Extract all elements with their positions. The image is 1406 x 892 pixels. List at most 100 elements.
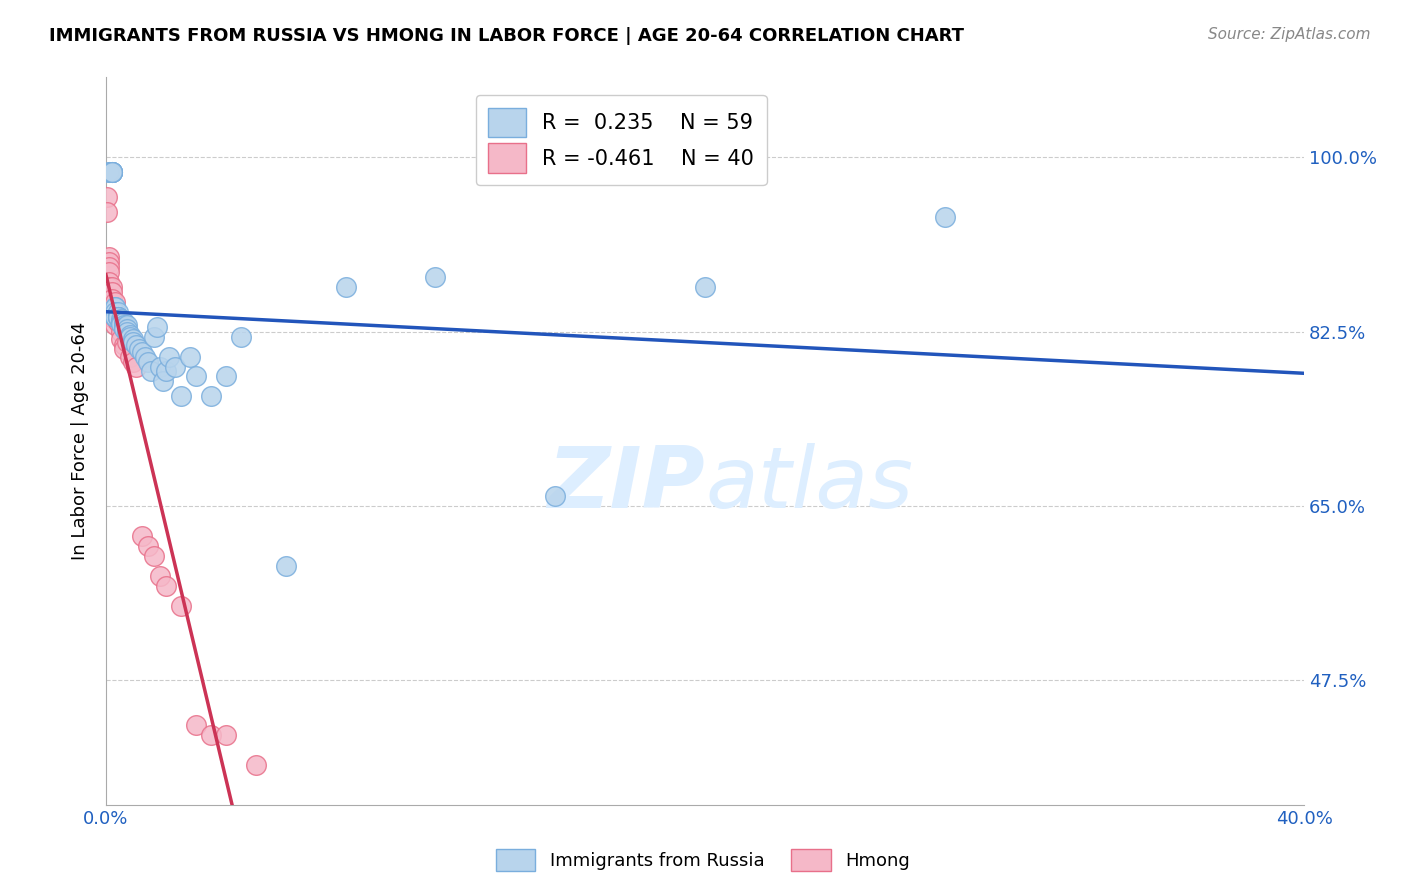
Point	[149, 569, 172, 583]
Point	[335, 279, 357, 293]
Point	[152, 375, 174, 389]
Point	[425, 269, 447, 284]
Point	[97, 275, 120, 289]
Point	[97, 260, 120, 274]
Point	[128, 342, 150, 356]
Text: atlas: atlas	[704, 443, 912, 526]
Point	[104, 300, 127, 314]
Text: ZIP: ZIP	[547, 443, 704, 526]
Point	[101, 165, 124, 179]
Point	[104, 318, 127, 332]
Point	[101, 304, 124, 318]
Point	[101, 292, 124, 306]
Point	[112, 321, 135, 335]
Point	[115, 321, 138, 335]
Point	[136, 354, 159, 368]
Point	[200, 728, 222, 742]
Point	[229, 329, 252, 343]
Point	[245, 758, 267, 772]
Point	[96, 190, 118, 204]
Point	[184, 718, 207, 732]
Point	[107, 310, 129, 324]
Point	[125, 337, 148, 351]
Y-axis label: In Labor Force | Age 20-64: In Labor Force | Age 20-64	[72, 322, 89, 560]
Point	[110, 332, 132, 346]
Point	[101, 165, 124, 179]
Point	[101, 300, 124, 314]
Point	[163, 359, 186, 374]
Point	[112, 319, 135, 334]
Point	[157, 350, 180, 364]
Point	[104, 311, 127, 326]
Point	[97, 165, 120, 179]
Point	[934, 210, 956, 224]
Point	[139, 364, 162, 378]
Point	[142, 329, 165, 343]
Point	[131, 344, 153, 359]
Point	[170, 599, 193, 613]
Point	[112, 315, 135, 329]
Point	[155, 364, 177, 378]
Point	[96, 205, 118, 219]
Point	[134, 350, 156, 364]
Point	[110, 325, 132, 339]
Point	[107, 310, 129, 324]
Point	[274, 558, 297, 573]
Point	[215, 728, 238, 742]
Legend: R =  0.235    N = 59, R = -0.461    N = 40: R = 0.235 N = 59, R = -0.461 N = 40	[475, 95, 766, 186]
Point	[107, 315, 129, 329]
Point	[101, 165, 124, 179]
Point	[97, 255, 120, 269]
Point	[118, 350, 141, 364]
Point	[97, 250, 120, 264]
Point	[112, 337, 135, 351]
Point	[110, 315, 132, 329]
Point	[200, 389, 222, 403]
Point	[149, 359, 172, 374]
Point	[131, 529, 153, 543]
Point	[101, 165, 124, 179]
Point	[97, 265, 120, 279]
Point	[142, 549, 165, 563]
Point	[184, 369, 207, 384]
Point	[104, 308, 127, 322]
Point	[136, 539, 159, 553]
Point	[215, 369, 238, 384]
Point	[115, 325, 138, 339]
Point	[121, 334, 143, 349]
Point	[104, 300, 127, 314]
Point	[118, 327, 141, 342]
Point	[115, 334, 138, 349]
Text: Source: ZipAtlas.com: Source: ZipAtlas.com	[1208, 27, 1371, 42]
Point	[104, 310, 127, 324]
Point	[97, 279, 120, 293]
Point	[101, 165, 124, 179]
Point	[107, 304, 129, 318]
Point	[104, 304, 127, 318]
Point	[170, 389, 193, 403]
Point	[110, 317, 132, 331]
Text: IMMIGRANTS FROM RUSSIA VS HMONG IN LABOR FORCE | AGE 20-64 CORRELATION CHART: IMMIGRANTS FROM RUSSIA VS HMONG IN LABOR…	[49, 27, 965, 45]
Point	[101, 165, 124, 179]
Legend: Immigrants from Russia, Hmong: Immigrants from Russia, Hmong	[488, 842, 918, 879]
Point	[112, 318, 135, 332]
Point	[101, 165, 124, 179]
Point	[693, 279, 716, 293]
Point	[101, 285, 124, 299]
Point	[121, 354, 143, 368]
Point	[101, 279, 124, 293]
Point	[110, 311, 132, 326]
Point	[107, 310, 129, 324]
Point	[101, 310, 124, 324]
Point	[125, 359, 148, 374]
Point	[104, 310, 127, 324]
Point	[107, 310, 129, 324]
Point	[104, 310, 127, 324]
Point	[107, 310, 129, 324]
Point	[112, 342, 135, 356]
Point	[544, 489, 567, 503]
Point	[104, 301, 127, 316]
Point	[118, 329, 141, 343]
Point	[97, 290, 120, 304]
Point	[115, 318, 138, 332]
